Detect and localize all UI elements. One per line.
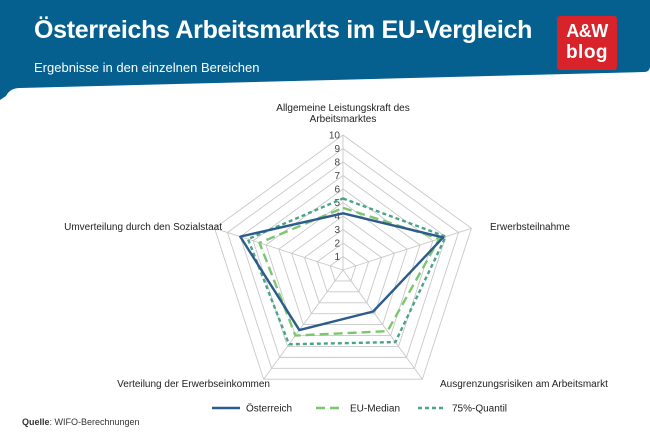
logo-text-line1: A&W — [566, 21, 608, 41]
grid-ring-1 — [329, 255, 357, 282]
source-label: Quelle — [22, 417, 50, 427]
tick-label-8: 8 — [334, 158, 340, 169]
page-subtitle: Ergebnisse in den einzelnen Bereichen — [34, 60, 260, 75]
axis-label-1-line-2: Arbeitsmarktes — [310, 114, 377, 125]
grid-spoke-3 — [342, 269, 423, 380]
radar-chart: 1 2 3 4 5 6 7 8 9 10 Allgemeine Leistungskraft de… — [64, 103, 608, 415]
chart-legend: Österreich EU-Median 75%-Quantil — [212, 403, 507, 415]
axis-label-1-line-1: Allgemeine Leistungskraft des — [276, 103, 409, 114]
grid-ring-10 — [214, 134, 472, 380]
tick-label-2: 2 — [334, 239, 340, 250]
series-line-3 — [246, 197, 447, 346]
grid-spoke-5 — [214, 227, 344, 271]
radar-axis-labels: Allgemeine Leistungskraft desArbeitsmark… — [64, 103, 608, 390]
series-line-1 — [239, 212, 445, 332]
tick-label-3: 3 — [334, 225, 340, 236]
legend-label-1: Österreich — [246, 403, 292, 415]
tick-label-4: 4 — [334, 212, 340, 223]
grid-ring-6 — [265, 188, 421, 336]
legend-label-3: 75%-Quantil — [452, 404, 507, 415]
tick-label-10: 10 — [329, 131, 341, 142]
tick-label-6: 6 — [334, 185, 340, 196]
grid-ring-4 — [291, 215, 395, 315]
source-note: Quelle: WIFO-Berechnungen — [22, 417, 140, 427]
grid-spoke-4 — [263, 269, 344, 380]
radar-grid — [214, 134, 472, 380]
grid-spoke-2 — [342, 227, 472, 271]
grid-ring-9 — [226, 147, 460, 369]
tick-label-7: 7 — [334, 171, 340, 182]
source-text: : WIFO-Berechnungen — [49, 417, 140, 427]
legend-label-2: EU-Median — [350, 404, 400, 415]
tick-label-9: 9 — [334, 144, 340, 155]
grid-ring-5 — [278, 201, 408, 326]
grid-ring-2 — [316, 242, 370, 293]
grid-ring-8 — [239, 161, 447, 358]
aw-blog-logo[interactable]: A&W blog — [557, 16, 617, 70]
axis-label-2-line-1: Erwerbsteilnahme — [490, 222, 570, 233]
header-banner: Österreichs Arbeitsmarkts im EU-Vergleic… — [0, 0, 650, 100]
logo-text-line2: blog — [565, 42, 609, 63]
grid-ring-3 — [303, 228, 383, 304]
radar-series — [239, 197, 447, 346]
header-background — [0, 0, 650, 100]
axis-label-3-line-1: Ausgrenzungsrisiken am Arbeitsmarkt — [440, 379, 608, 390]
radar-tick-labels: 1 2 3 4 5 6 7 8 9 10 — [329, 131, 341, 264]
tick-label-1: 1 — [334, 252, 340, 263]
axis-label-5-line-1: Umverteilung durch den Sozialstaat — [64, 222, 222, 233]
axis-label-4-line-1: Verteilung der Erwerbseinkommen — [117, 379, 270, 390]
page-title: Österreichs Arbeitsmarkts im EU-Vergleic… — [34, 16, 533, 44]
tick-label-5: 5 — [334, 198, 340, 209]
